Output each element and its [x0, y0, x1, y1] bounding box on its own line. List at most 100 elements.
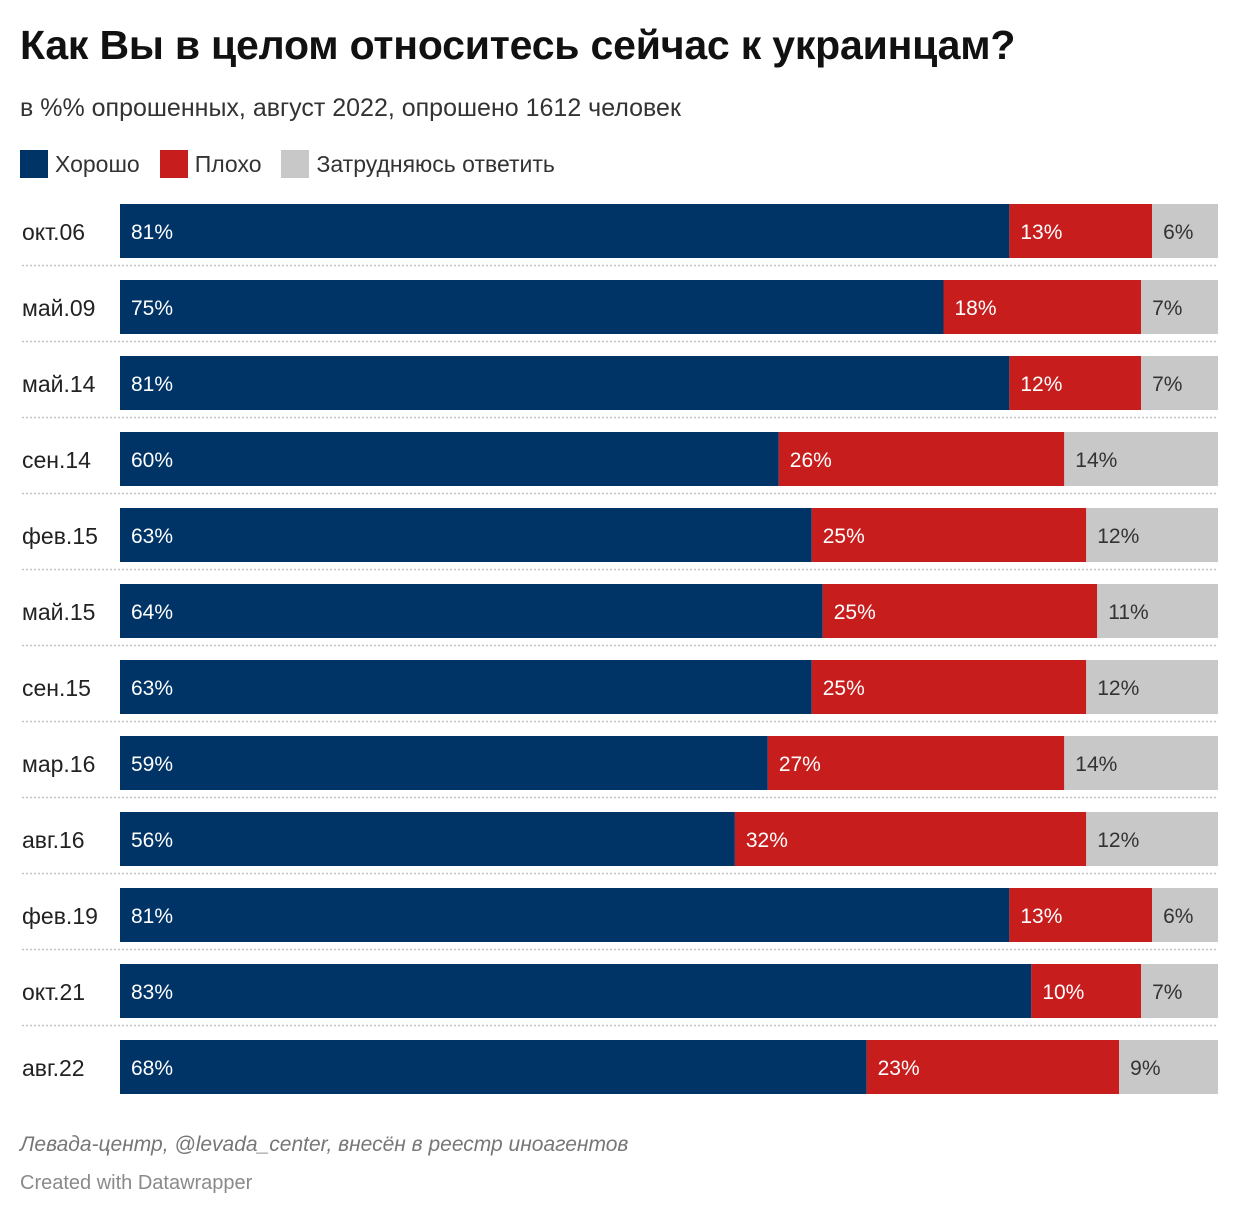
- category-label: сен.15: [22, 675, 91, 701]
- bar-segment-bad: [943, 280, 1142, 334]
- category-label: мар.16: [22, 751, 95, 777]
- legend-item-undecided: Затрудняюсь ответить: [281, 150, 555, 178]
- data-label-good: 56%: [131, 829, 173, 852]
- category-label: май.14: [22, 371, 96, 397]
- bar-segment-bad: [866, 1040, 1120, 1094]
- bar-segment-undecided: [1141, 964, 1218, 1018]
- category-label: фев.15: [22, 523, 98, 549]
- bar-segment-bad: [778, 432, 1065, 486]
- category-label: окт.21: [22, 979, 85, 1005]
- bar-row: сен.14 60% 26% 14%: [22, 432, 1218, 495]
- bar-segment-bad: [734, 812, 1087, 866]
- data-label-bad: 27%: [779, 753, 821, 776]
- category-label: фев.19: [22, 903, 98, 929]
- data-label-undecided: 6%: [1163, 221, 1193, 244]
- bar-segment-good: [120, 584, 823, 638]
- data-label-undecided: 12%: [1097, 829, 1139, 852]
- chart-title: Как Вы в целом относитесь сейчас к украи…: [20, 22, 1016, 68]
- bar-row: окт.06 81% 13% 6%: [22, 204, 1218, 267]
- stacked-bar-chart: окт.06 81% 13% 6% май.09 75% 18% 7% май.14 81% 12%…: [22, 204, 1218, 1094]
- data-label-bad: 25%: [834, 601, 876, 624]
- data-label-good: 64%: [131, 601, 173, 624]
- bar-row: фев.19 81% 13% 6%: [22, 888, 1218, 951]
- bar-segment-bad: [1009, 204, 1153, 258]
- legend-label-undecided: Затрудняюсь ответить: [316, 150, 555, 177]
- bar-segment-bad: [822, 584, 1098, 638]
- data-label-bad: 13%: [1020, 905, 1062, 928]
- bar-row: авг.16 56% 32% 12%: [22, 812, 1218, 875]
- bar-row: май.09 75% 18% 7%: [22, 280, 1218, 343]
- bar-segment-undecided: [1141, 356, 1218, 410]
- datawrapper-credit: Created with Datawrapper: [20, 1172, 253, 1194]
- bar-segment-undecided: [1086, 508, 1218, 562]
- bar-segment-undecided: [1152, 888, 1218, 942]
- legend-swatch-good: [20, 150, 48, 178]
- bar-segment-good: [120, 204, 1010, 258]
- bar-segment-good: [120, 812, 735, 866]
- data-label-bad: 10%: [1042, 981, 1084, 1004]
- data-label-bad: 26%: [790, 449, 832, 472]
- data-label-undecided: 12%: [1097, 677, 1139, 700]
- data-label-undecided: 12%: [1097, 525, 1139, 548]
- category-label: май.15: [22, 599, 95, 625]
- legend-swatch-undecided: [281, 150, 310, 178]
- source-note: Левада-центр, @levada_center, внесён в р…: [20, 1133, 629, 1156]
- bar-segment-undecided: [1097, 584, 1218, 638]
- data-label-undecided: 7%: [1152, 297, 1182, 320]
- bar-row: авг.22 68% 23% 9%: [22, 1040, 1218, 1094]
- data-label-good: 63%: [131, 677, 173, 700]
- data-label-undecided: 7%: [1152, 373, 1182, 396]
- data-label-bad: 25%: [823, 525, 865, 548]
- bar-segment-good: [120, 356, 1010, 410]
- data-label-undecided: 14%: [1075, 449, 1117, 472]
- category-label: сен.14: [22, 447, 91, 473]
- bar-segment-bad: [1009, 888, 1153, 942]
- data-label-good: 81%: [131, 221, 173, 244]
- bar-row: май.15 64% 25% 11%: [22, 584, 1218, 647]
- category-label: май.09: [22, 295, 95, 321]
- data-label-good: 81%: [131, 373, 173, 396]
- category-label: окт.06: [22, 219, 85, 245]
- bar-segment-bad: [811, 660, 1087, 714]
- bar-segment-undecided: [1086, 660, 1218, 714]
- bar-segment-good: [120, 660, 812, 714]
- data-label-bad: 18%: [955, 297, 997, 320]
- bar-segment-undecided: [1064, 432, 1218, 486]
- data-label-good: 60%: [131, 449, 173, 472]
- data-label-good: 59%: [131, 753, 173, 776]
- data-label-good: 81%: [131, 905, 173, 928]
- legend: Хорошо Плохо Затрудняюсь ответить: [20, 148, 575, 180]
- bar-segment-bad: [811, 508, 1087, 562]
- legend-item-bad: Плохо: [159, 150, 262, 178]
- legend-label-bad: Плохо: [194, 150, 262, 177]
- data-label-good: 75%: [131, 297, 173, 320]
- data-label-undecided: 11%: [1108, 601, 1148, 624]
- data-label-bad: 13%: [1020, 221, 1062, 244]
- bar-segment-good: [120, 508, 812, 562]
- bar-row: фев.15 63% 25% 12%: [22, 508, 1218, 571]
- data-label-undecided: 14%: [1075, 753, 1117, 776]
- bar-segment-good: [120, 432, 779, 486]
- bar-segment-good: [120, 736, 768, 790]
- data-label-good: 63%: [131, 525, 173, 548]
- chart-subtitle: в %% опрошенных, август 2022, опрошено 1…: [20, 94, 681, 122]
- legend-label-good: Хорошо: [55, 150, 140, 177]
- bar-row: май.14 81% 12% 7%: [22, 356, 1218, 419]
- category-label: авг.16: [22, 827, 85, 853]
- data-label-undecided: 6%: [1163, 905, 1193, 928]
- bar-segment-bad: [767, 736, 1065, 790]
- data-label-bad: 12%: [1020, 373, 1062, 396]
- data-label-bad: 32%: [746, 829, 788, 852]
- bar-row: мар.16 59% 27% 14%: [22, 736, 1218, 799]
- bar-segment-good: [120, 964, 1032, 1018]
- bar-segment-bad: [1009, 356, 1142, 410]
- legend-item-good: Хорошо: [20, 150, 140, 178]
- bar-segment-good: [120, 280, 944, 334]
- legend-swatch-bad: [159, 150, 188, 178]
- bar-segment-undecided: [1152, 204, 1218, 258]
- bar-row: окт.21 83% 10% 7%: [22, 964, 1218, 1027]
- bar-segment-bad: [1031, 964, 1142, 1018]
- data-label-undecided: 7%: [1152, 981, 1182, 1004]
- data-label-good: 68%: [131, 1057, 173, 1080]
- bar-segment-good: [120, 1040, 867, 1094]
